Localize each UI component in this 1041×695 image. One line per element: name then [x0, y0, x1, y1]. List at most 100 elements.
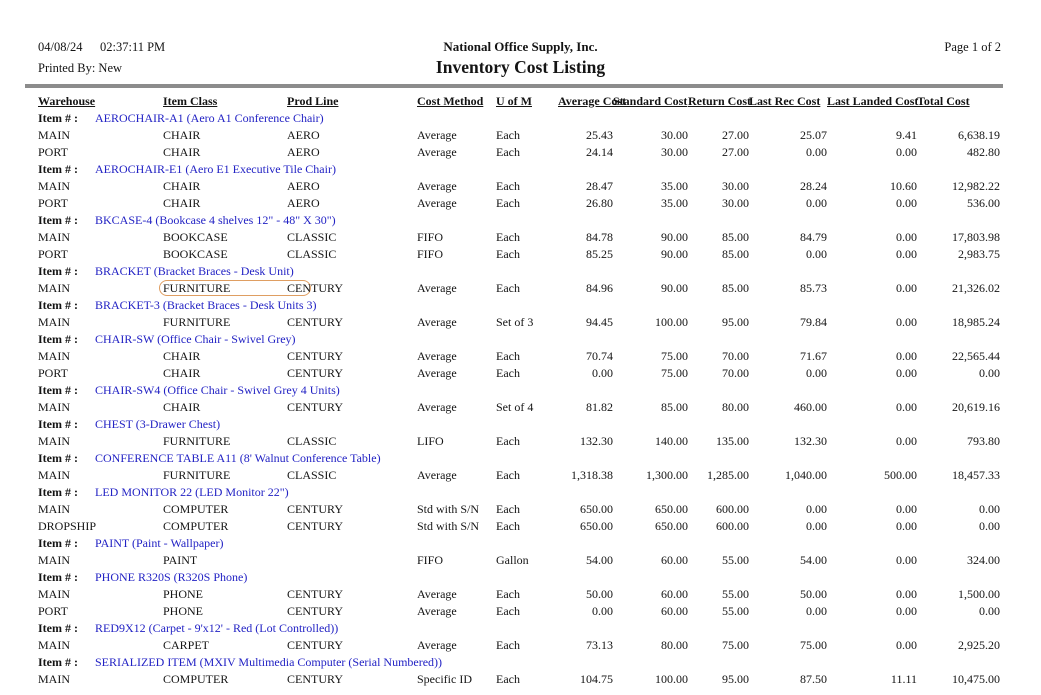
return-cost-cell: 85.00 [722, 281, 749, 295]
standard-cost-cell: 100.00 [655, 672, 688, 686]
warehouse-cell: PORT [38, 145, 68, 159]
last-landed-cost-cell: 0.00 [896, 230, 917, 244]
warehouse-data-row: PORT PHONE CENTURY Average Each 0.00 60.00 55.0… [38, 603, 1000, 620]
uom-cell: Each [496, 196, 520, 210]
item-header-row: Item # : RED9X12 (Carpet - 9'x12' - Red (… [38, 620, 1000, 637]
return-cost-cell: 55.00 [722, 604, 749, 618]
prod-line-cell: CLASSIC [287, 434, 337, 448]
total-cost-cell: 324.00 [967, 553, 1000, 567]
return-cost-cell: 27.00 [722, 128, 749, 142]
cost-method-cell: Average [417, 196, 457, 210]
item-description-link[interactable]: CONFERENCE TABLE A11 (8' Walnut Conferen… [95, 451, 381, 465]
warehouse-data-row: MAIN FURNITURE CENTURY Average Each 84.96 90.0… [38, 280, 1000, 297]
average-cost-cell: 132.30 [580, 434, 613, 448]
item-class-cell: CHAIR [163, 179, 201, 193]
item-description-link[interactable]: BKCASE-4 (Bookcase 4 shelves 12" - 48" X… [95, 213, 336, 227]
last-rec-cost-cell: 0.00 [806, 196, 827, 210]
item-description-link[interactable]: BRACKET (Bracket Braces - Desk Unit) [95, 264, 294, 278]
item-description-link[interactable]: AEROCHAIR-A1 (Aero A1 Conference Chair) [95, 111, 324, 125]
return-cost-cell: 95.00 [722, 315, 749, 329]
last-rec-cost-cell: 0.00 [806, 145, 827, 159]
report-date: 04/08/24 [38, 40, 83, 54]
prod-line-cell: CENTURY [287, 672, 344, 686]
warehouse-data-row: MAIN FURNITURE CENTURY Average Set of 3 94.45… [38, 314, 1000, 331]
col-header-item-class: Item Class [163, 94, 218, 108]
last-landed-cost-cell: 0.00 [896, 247, 917, 261]
item-class-cell: CHAIR [163, 145, 201, 159]
item-description-link[interactable]: CHAIR-SW (Office Chair - Swivel Grey) [95, 332, 296, 346]
warehouse-data-row: PORT CHAIR AERO Average Each 26.80 35.00 30.00 0… [38, 195, 1000, 212]
last-landed-cost-cell: 0.00 [896, 553, 917, 567]
item-description-link[interactable]: SERIALIZED ITEM (MXIV Multimedia Compute… [95, 655, 443, 669]
cost-method-cell: FIFO [417, 247, 444, 261]
warehouse-data-row: MAIN PAINT FIFO Gallon 54.00 60.00 55.00 54.00 0… [38, 552, 1000, 569]
item-description-link[interactable]: PAINT (Paint - Wallpaper) [95, 536, 224, 550]
prod-line-cell: CLASSIC [287, 468, 337, 482]
total-cost-cell: 0.00 [979, 502, 1000, 516]
average-cost-cell: 104.75 [580, 672, 613, 686]
item-description-link[interactable]: CHEST (3-Drawer Chest) [95, 417, 221, 431]
last-landed-cost-cell: 0.00 [896, 315, 917, 329]
item-header-row: Item # : SERIALIZED ITEM (MXIV Multimedia… [38, 654, 1000, 671]
return-cost-cell: 30.00 [722, 179, 749, 193]
prod-line-cell: CENTURY [287, 315, 344, 329]
standard-cost-cell: 30.00 [661, 128, 688, 142]
item-description-link[interactable]: PHONE R320S (R320S Phone) [95, 570, 248, 584]
warehouse-cell: MAIN [38, 672, 70, 686]
total-cost-cell: 18,985.24 [952, 315, 1000, 329]
total-cost-cell: 6,638.19 [958, 128, 1000, 142]
standard-cost-cell: 30.00 [661, 145, 688, 159]
last-rec-cost-cell: 0.00 [806, 502, 827, 516]
prod-line-cell: CENTURY [287, 519, 344, 533]
prod-line-cell: CENTURY [287, 604, 344, 618]
warehouse-data-row: MAIN CARPET CENTURY Average Each 73.13 80.00 75… [38, 637, 1000, 654]
return-cost-cell: 55.00 [722, 587, 749, 601]
uom-cell: Each [496, 434, 520, 448]
warehouse-data-row: MAIN FURNITURE CLASSIC LIFO Each 132.30 140.00… [38, 433, 1000, 450]
last-landed-cost-cell: 10.60 [890, 179, 917, 193]
last-landed-cost-cell: 11.11 [890, 672, 917, 686]
average-cost-cell: 50.00 [586, 587, 613, 601]
prod-line-cell: CLASSIC [287, 230, 337, 244]
last-rec-cost-cell: 84.79 [800, 230, 827, 244]
item-description-link[interactable]: BRACKET-3 (Bracket Braces - Desk Units 3… [95, 298, 317, 312]
return-cost-cell: 30.00 [722, 196, 749, 210]
col-header-warehouse: Warehouse [38, 94, 96, 108]
average-cost-cell: 28.47 [586, 179, 613, 193]
average-cost-cell: 94.45 [586, 315, 613, 329]
item-header-row: Item # : CHAIR-SW4 (Office Chair - Swivel… [38, 382, 1000, 399]
average-cost-cell: 26.80 [586, 196, 613, 210]
last-rec-cost-cell: 54.00 [800, 553, 827, 567]
item-class-cell: FURNITURE [163, 315, 231, 329]
col-header-last-rec-cost: Last Rec Cost [749, 94, 821, 108]
last-landed-cost-cell: 0.00 [896, 281, 917, 295]
standard-cost-cell: 35.00 [661, 196, 688, 210]
item-description-link[interactable]: LED MONITOR 22 (LED Monitor 22") [95, 485, 289, 499]
header-separator [25, 84, 1003, 88]
item-number-label: Item # : [38, 162, 78, 176]
standard-cost-cell: 85.00 [661, 400, 688, 414]
item-header-row: Item # : PAINT (Paint - Wallpaper) [38, 535, 1000, 552]
item-class-highlight-box[interactable]: FURNITURE [159, 280, 311, 296]
warehouse-cell: MAIN [38, 315, 70, 329]
prod-line-cell: CENTURY [287, 281, 344, 295]
cost-method-cell: Average [417, 400, 457, 414]
item-header-row: Item # : CONFERENCE TABLE A11 (8' Walnut … [38, 450, 1000, 467]
item-description-link[interactable]: CHAIR-SW4 (Office Chair - Swivel Grey 4 … [95, 383, 340, 397]
warehouse-cell: MAIN [38, 502, 70, 516]
item-header-row: Item # : BRACKET-3 (Bracket Braces - Desk… [38, 297, 1000, 314]
last-rec-cost-cell: 71.67 [800, 349, 827, 363]
standard-cost-cell: 90.00 [661, 230, 688, 244]
item-description-link[interactable]: RED9X12 (Carpet - 9'x12' - Red (Lot Cont… [95, 621, 339, 635]
last-rec-cost-cell: 0.00 [806, 604, 827, 618]
total-cost-cell: 10,475.00 [952, 672, 1000, 686]
last-rec-cost-cell: 50.00 [800, 587, 827, 601]
item-description-link[interactable]: AEROCHAIR-E1 (Aero E1 Executive Tile Cha… [95, 162, 336, 176]
warehouse-data-row: DROPSHIP COMPUTER CENTURY Std with S/N Each 6… [38, 518, 1000, 535]
prod-line-cell: CENTURY [287, 366, 344, 380]
item-header-row: Item # : PHONE R320S (R320S Phone) [38, 569, 1000, 586]
warehouse-data-row: PORT CHAIR AERO Average Each 24.14 30.00 27.00 0… [38, 144, 1000, 161]
uom-cell: Each [496, 145, 520, 159]
last-landed-cost-cell: 9.41 [896, 128, 917, 142]
